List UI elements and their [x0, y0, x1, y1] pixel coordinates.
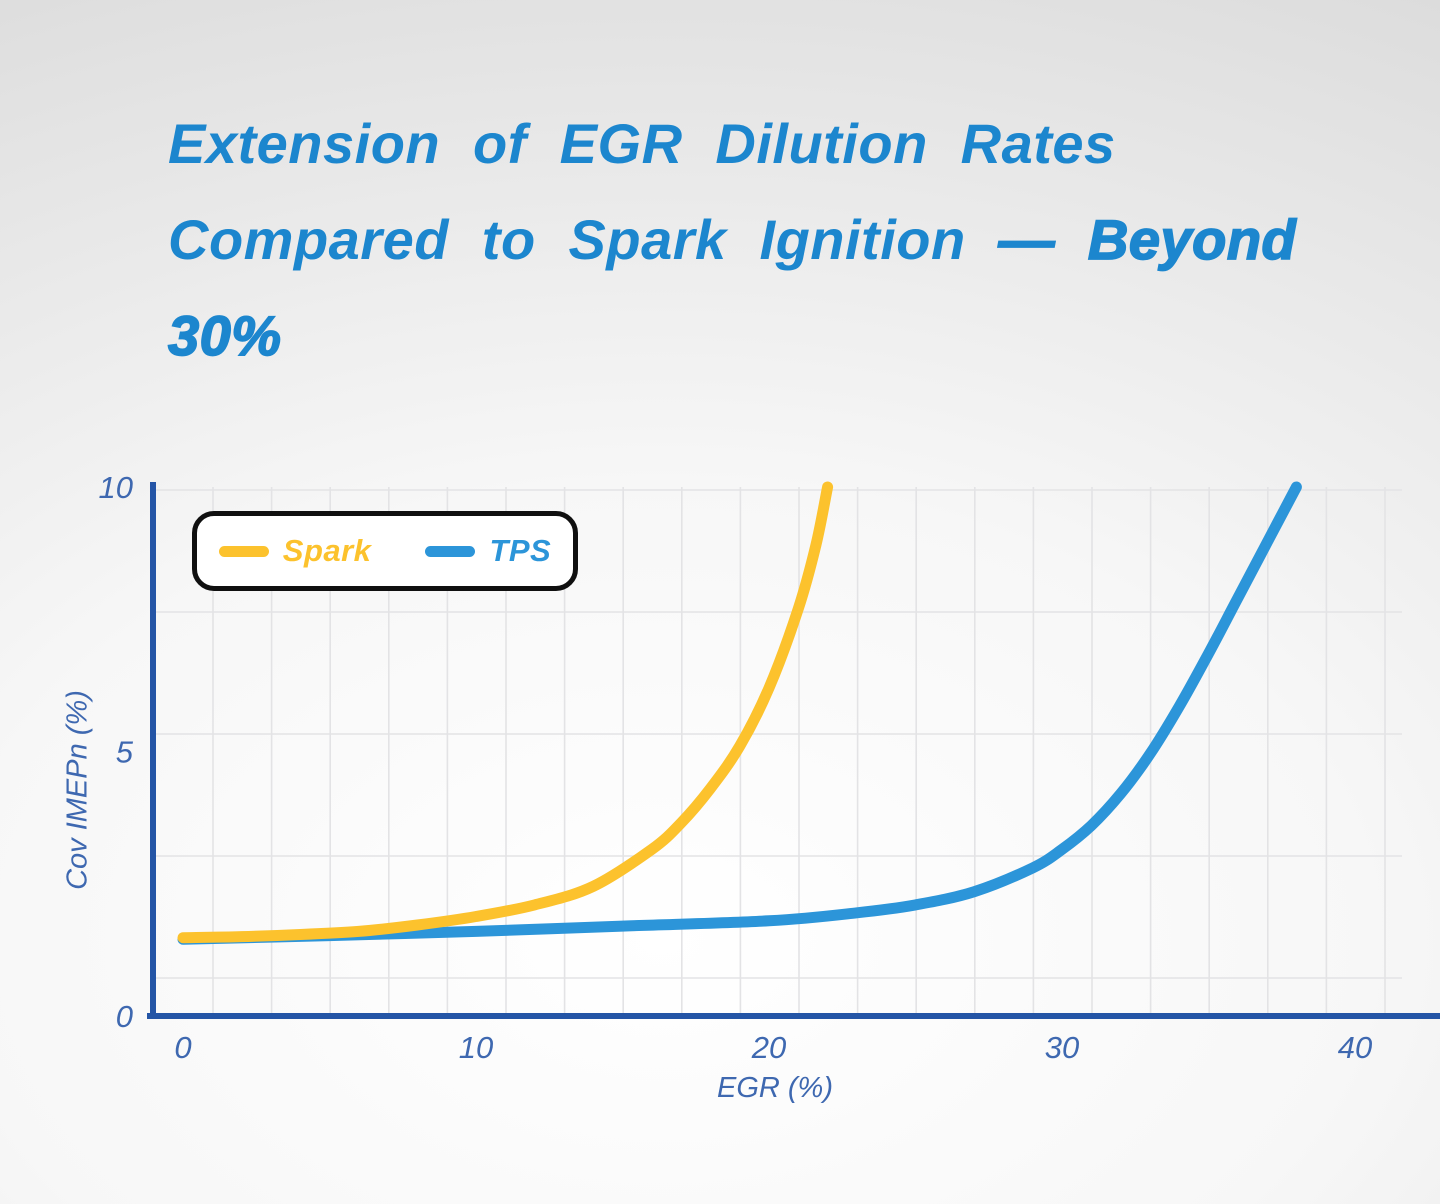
title-line-2: Compared to Spark Ignition — Beyond [168, 192, 1378, 288]
y-tick-label: 0 [116, 999, 133, 1034]
spark-legend-label: Spark [282, 533, 372, 568]
x-axis-label: EGR (%) [717, 1072, 833, 1104]
chart-axes [147, 482, 1440, 1019]
spark-curve [177, 481, 834, 944]
tps-curve [177, 481, 1302, 945]
x-tick-label: 40 [1338, 1030, 1372, 1065]
x-tick-label: 20 [751, 1030, 786, 1065]
x-tick-label: 0 [174, 1030, 191, 1065]
chart-legend: Spark TPS [192, 511, 578, 591]
page-title: Extension of EGR Dilution Rates Compared… [167, 96, 1378, 384]
title-line-2-regular: Compared to Spark Ignition [168, 208, 966, 271]
legend-item-spark: Spark [218, 533, 372, 569]
title-line-3: 30% [167, 303, 282, 368]
spark-legend-swatch-icon [218, 545, 269, 557]
tps-legend-swatch-icon [425, 545, 476, 557]
x-tick-label: 30 [1045, 1030, 1079, 1065]
x-tick-label: 10 [459, 1030, 493, 1065]
y-tick-label: 10 [99, 470, 133, 505]
y-axis-label: Cov IMEPn (%) [61, 690, 94, 890]
y-tick-label: 5 [116, 735, 134, 770]
title-line-2-bold: — Beyond [998, 207, 1297, 272]
tps-legend-label: TPS [489, 533, 552, 568]
title-line-1: Extension of EGR Dilution Rates [168, 112, 1116, 175]
legend-item-tps: TPS [425, 533, 551, 569]
